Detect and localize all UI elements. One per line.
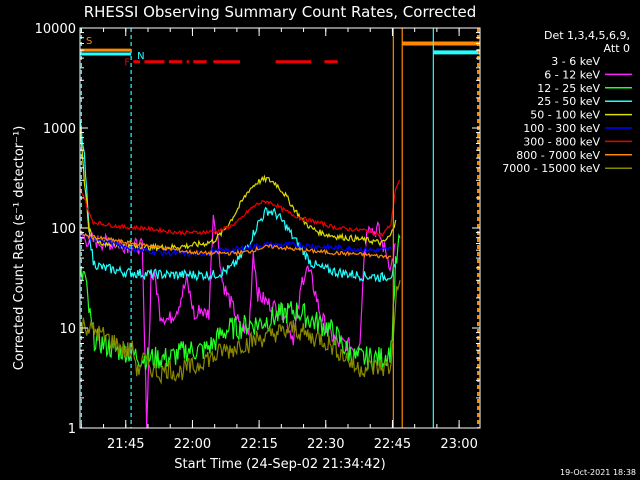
series-line-8 xyxy=(80,280,401,385)
legend-entry-5: 100 - 300 keV xyxy=(523,122,600,135)
legend-header-0: Det 1,3,4,5,6,9, xyxy=(544,29,630,42)
series-line-1 xyxy=(80,214,397,428)
y-tick-label-1: 10 xyxy=(59,322,76,337)
y-axis-label: Corrected Count Rate (s⁻¹ detector⁻¹) xyxy=(12,126,27,371)
series-line-7 xyxy=(80,230,392,259)
x-tick-label-2: 22:15 xyxy=(240,437,277,452)
y-tick-label-0: 1 xyxy=(68,422,76,437)
axes: 1 10 100 1000 10000 21:45 22:00 22:15 22:30 22:45… xyxy=(35,22,481,452)
legend-entry-1: 6 - 12 keV xyxy=(544,68,600,81)
series-line-6 xyxy=(80,179,401,238)
series-line-5 xyxy=(80,231,392,258)
series-line-3 xyxy=(80,119,397,283)
chart-title: RHESSI Observing Summary Count Rates, Co… xyxy=(84,3,477,21)
event-marker-label-S: S xyxy=(86,36,92,47)
series-line-4 xyxy=(80,125,397,253)
x-tick-label-0: 21:45 xyxy=(107,437,144,452)
x-tick-label-1: 22:00 xyxy=(174,437,211,452)
legend-entry-7: 800 - 7000 keV xyxy=(516,149,600,162)
legend-entry-4: 50 - 100 keV xyxy=(530,109,600,122)
legend-header-1: Att 0 xyxy=(604,42,630,55)
y-tick-label-3: 1000 xyxy=(43,122,76,137)
x-axis-label: Start Time (24-Sep-02 21:34:42) xyxy=(174,457,385,472)
legend-entry-8: 7000 - 15000 keV xyxy=(502,162,600,175)
x-tick-label-5: 23:00 xyxy=(440,437,477,452)
event-marker-label-F: F xyxy=(124,58,130,69)
legend-entry-0: 3 - 6 keV xyxy=(551,55,600,68)
legend-entry-2: 12 - 25 keV xyxy=(537,82,600,95)
footer-date: 19-Oct-2021 18:38 xyxy=(560,468,636,477)
legend-entry-6: 300 - 800 keV xyxy=(523,135,600,148)
event-marker-label-N: N xyxy=(137,51,144,62)
y-tick-label-2: 100 xyxy=(51,222,76,237)
y-tick-label-4: 10000 xyxy=(35,22,76,37)
plot-area: S NF xyxy=(80,28,480,428)
legend-entry-3: 25 - 50 keV xyxy=(537,95,600,108)
x-tick-label-4: 22:45 xyxy=(374,437,411,452)
x-tick-label-3: 22:30 xyxy=(307,437,344,452)
y-axis-label-text: Corrected Count Rate (s⁻¹ detector⁻¹) xyxy=(12,126,27,371)
